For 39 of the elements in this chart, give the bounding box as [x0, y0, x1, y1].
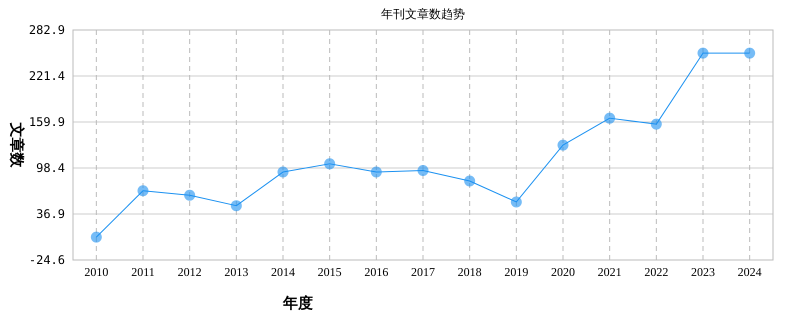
point: [510, 196, 522, 208]
point: [418, 165, 428, 176]
y-tick-label: 282.9: [28, 23, 65, 38]
y-tick-label: 98.4: [36, 161, 65, 176]
point: [604, 112, 616, 124]
point: [744, 48, 756, 59]
point: [370, 166, 382, 178]
y-tick-label: 159.9: [28, 115, 65, 130]
point: [278, 166, 288, 178]
point: [90, 232, 102, 243]
point: [324, 158, 336, 170]
point: [698, 48, 708, 59]
y-tick-label: -24.6: [28, 253, 65, 268]
x-tick-label: 2017: [411, 265, 435, 279]
x-tick-label: 2024: [738, 265, 762, 279]
x-tick-label: 2012: [178, 265, 202, 279]
point: [184, 190, 196, 201]
x-tick-label: 2010: [84, 265, 108, 279]
y-tick-label: 36.9: [36, 207, 65, 222]
x-tick-label: 2019: [504, 265, 528, 279]
x-tick-label: 2018: [458, 265, 482, 279]
point: [558, 140, 568, 151]
point: [138, 185, 148, 196]
x-tick-label: 2013: [224, 265, 248, 279]
x-tick-label: 2020: [551, 265, 575, 279]
x-tick-label: 2022: [644, 265, 668, 279]
point: [650, 118, 662, 130]
x-tick-label: 2011: [131, 265, 155, 279]
x-tick-label: 2014: [271, 265, 295, 279]
y-axis-title: 文章数: [8, 122, 26, 168]
point: [464, 176, 476, 187]
point: [230, 200, 242, 212]
x-tick-label: 2023: [691, 265, 715, 279]
x-tick-label: 2015: [318, 265, 342, 279]
chart-title: 年刊文章数趋势: [381, 7, 465, 21]
x-tick-label: 2016: [364, 265, 388, 279]
y-tick-label: 221.4: [28, 69, 65, 84]
x-axis-title: 年度: [282, 294, 313, 312]
x-tick-label: 2021: [598, 265, 622, 279]
